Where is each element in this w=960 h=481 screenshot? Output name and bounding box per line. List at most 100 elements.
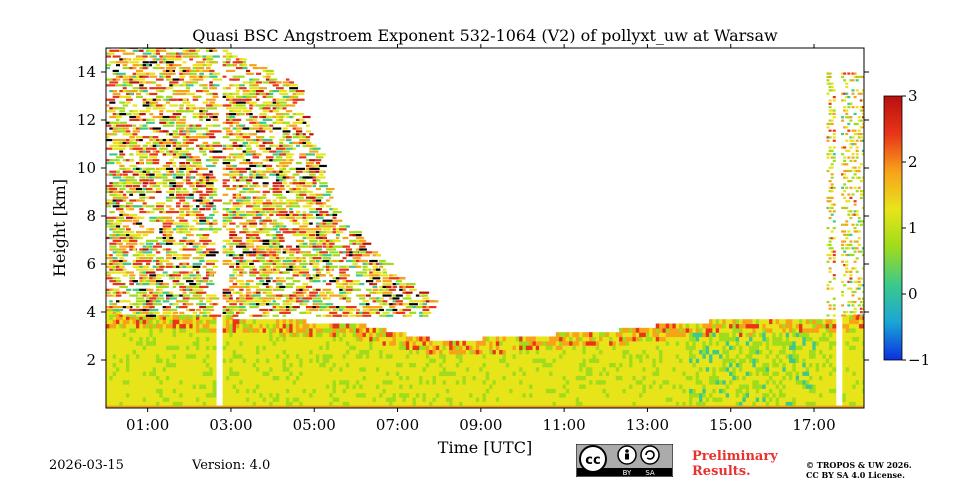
heatmap-cell [166,234,172,236]
heatmap-cell [123,199,127,201]
heatmap-cell [109,306,113,308]
heatmap-cell [139,84,143,86]
heatmap-cell [139,159,143,161]
heatmap-cell [139,225,144,227]
heatmap-cell [109,81,118,83]
heatmap-cell [116,240,121,242]
heatmap-cell [143,67,148,69]
heatmap-cell [123,197,129,199]
heatmap-cell [832,332,836,337]
heatmap-cell [149,217,156,219]
heatmap-cell [136,96,143,98]
heatmap-cell [153,153,158,155]
heatmap-cell [116,73,126,75]
heatmap-cell [136,70,143,72]
heatmap-cell [156,277,161,279]
heatmap-cell [136,188,142,190]
heatmap-cell [119,61,128,63]
heatmap-cell [149,174,154,176]
heatmap-cell [139,243,144,245]
heatmap-cell [139,162,143,164]
heatmap-cell [109,84,115,86]
heatmap-cell [123,67,130,69]
heatmap-cell [116,234,120,236]
heatmap-cell [106,254,109,256]
heatmap-cell [126,84,133,86]
heatmap-cell [159,119,168,121]
heatmap-cell [163,116,170,118]
heatmap-cell [163,286,169,288]
heatmap-cell [139,254,144,256]
heatmap-cell [153,277,157,279]
heatmap-cell [156,257,164,259]
heatmap-cell [109,202,112,204]
heatmap-cell [123,254,129,256]
heatmap-cell [163,300,170,302]
heatmap-cell [153,81,157,83]
heatmap-cell [153,292,160,294]
heatmap-cell [133,171,140,173]
heatmap-cell [166,228,172,230]
heatmap-cell [133,130,140,132]
heatmap-cell [133,64,140,66]
heatmap-cell [159,113,163,115]
heatmap-cell [143,234,148,236]
heatmap-cell [119,286,128,288]
heatmap-cell [109,50,119,52]
heatmap-cell [159,208,164,210]
heatmap-cell [159,148,167,150]
heatmap-cell [123,248,127,250]
heatmap-cell [126,217,133,219]
heatmap-cell [136,93,141,95]
heatmap-cell [109,110,115,112]
heatmap-cell [153,55,157,57]
heatmap-cell [119,257,124,259]
heatmap-cell [153,312,160,314]
heatmap-cell [166,306,171,308]
heatmap-cell [133,113,141,115]
heatmap-cell [149,113,153,115]
heatmap-cell [143,202,147,204]
heatmap-cell [832,336,836,341]
heatmap-cell [129,179,137,181]
heatmap-cell [149,73,154,75]
heatmap-cell [136,234,141,236]
heatmap-cell [166,263,173,265]
heatmap-cell [133,280,138,282]
heatmap-cell [146,171,150,173]
heatmap-cell [116,254,120,256]
heatmap-cell [126,176,135,178]
heatmap-cell [126,102,131,104]
heatmap-cell [136,263,140,265]
heatmap-cell [133,205,143,207]
heatmap-cell [119,148,125,150]
heatmap-cell [149,182,157,184]
heatmap-cell [153,148,157,150]
heatmap-cell [129,81,139,83]
heatmap-cell [832,341,836,346]
heatmap-cell [123,104,128,106]
heatmap-cell [143,182,149,184]
heatmap-cell [383,328,387,333]
heatmap-cell [166,312,171,314]
heatmap-cell [106,312,110,314]
heatmap-cell [146,168,155,170]
heatmap-cell [123,194,127,196]
heatmap-cell [116,225,120,227]
heatmap-cell [126,99,133,101]
heatmap-cell [139,153,148,155]
heatmap-cell [213,324,217,329]
heatmap-cell [109,99,115,101]
heatmap-cell [149,87,156,89]
heatmap-cell [119,234,126,236]
heatmap-cell [129,277,135,279]
heatmap-cell [213,375,217,380]
heatmap-cell [832,324,836,329]
heatmap-cell [106,148,112,150]
heatmap-cell [116,312,122,314]
heatmap-cell [143,188,146,190]
heatmap-cell [126,168,131,170]
heatmap-cell [149,55,153,57]
heatmap-cell [153,303,162,305]
heatmap-cell [136,116,140,118]
